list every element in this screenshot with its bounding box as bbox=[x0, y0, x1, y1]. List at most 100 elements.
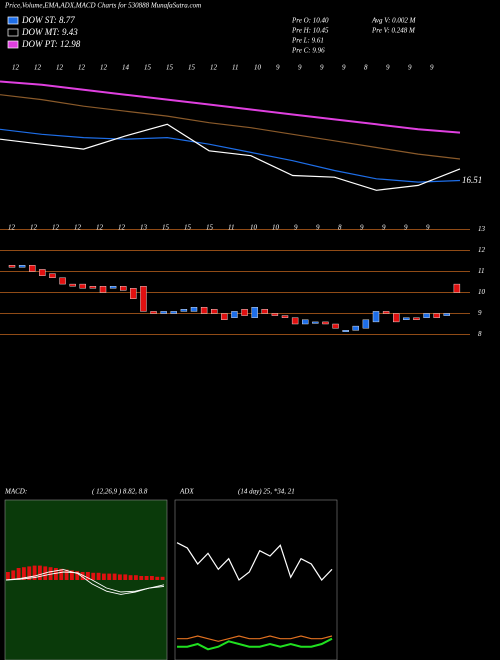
candle bbox=[69, 283, 76, 287]
histogram-bar bbox=[38, 565, 42, 580]
date-label: 9 bbox=[360, 224, 364, 232]
line bbox=[177, 637, 333, 651]
date-label: 13 bbox=[140, 224, 148, 232]
candle bbox=[140, 286, 147, 312]
candle bbox=[99, 286, 107, 293]
panel bbox=[174, 499, 338, 660]
date-label: 12 bbox=[8, 224, 16, 232]
histogram-bar bbox=[22, 567, 26, 580]
candle bbox=[362, 319, 370, 329]
chart-title: Price,Volume,EMA,ADX,MACD Charts for 530… bbox=[4, 2, 201, 10]
candle bbox=[312, 321, 319, 324]
histogram-bar bbox=[91, 572, 96, 580]
info-label: Pre O: 10.40 bbox=[291, 17, 329, 25]
candle bbox=[332, 323, 339, 329]
histogram-bar bbox=[11, 570, 16, 580]
date-label: 9 bbox=[320, 64, 324, 72]
candle bbox=[160, 311, 167, 314]
date-label: 15 bbox=[206, 224, 214, 232]
candle bbox=[29, 265, 36, 272]
date-label: 12 bbox=[100, 64, 108, 72]
date-label: 11 bbox=[232, 64, 238, 72]
date-label: 9 bbox=[294, 224, 298, 232]
candle bbox=[150, 311, 157, 314]
candle bbox=[130, 288, 137, 299]
line bbox=[177, 635, 333, 642]
histogram-bar bbox=[107, 573, 112, 580]
candle bbox=[382, 311, 390, 314]
candle bbox=[433, 313, 440, 318]
info-label: Pre V: 0.248 M bbox=[371, 27, 416, 35]
candle bbox=[251, 307, 258, 318]
candle bbox=[109, 286, 117, 289]
date-label: 14 bbox=[122, 64, 130, 72]
line bbox=[0, 128, 461, 183]
candle bbox=[18, 265, 26, 268]
histogram-bar bbox=[150, 576, 154, 580]
info-label: Avg V: 0.002 M bbox=[371, 17, 417, 25]
histogram-bar bbox=[54, 568, 58, 580]
candle bbox=[281, 315, 289, 318]
date-label: 12 bbox=[56, 64, 64, 72]
histogram-bar bbox=[70, 570, 74, 580]
date-label: 9 bbox=[316, 224, 320, 232]
date-label: 10 bbox=[250, 224, 258, 232]
histogram-bar bbox=[134, 575, 138, 580]
candle bbox=[8, 265, 16, 268]
candle bbox=[322, 321, 329, 325]
panel-subtitle: (14 day) 25, *34, 21 bbox=[238, 488, 295, 496]
histogram-bar bbox=[6, 572, 10, 580]
date-label: 12 bbox=[96, 224, 104, 232]
date-label: 12 bbox=[12, 64, 20, 72]
candle bbox=[170, 311, 177, 314]
histogram-bar bbox=[80, 572, 85, 580]
date-label: 12 bbox=[78, 64, 86, 72]
legend-label: DOW MT: 9.43 bbox=[21, 27, 78, 37]
annotation: 16.51 bbox=[462, 175, 482, 185]
candle bbox=[372, 311, 380, 323]
candle bbox=[393, 313, 400, 323]
candle bbox=[403, 317, 410, 321]
histogram-bar bbox=[27, 566, 32, 580]
histogram-bar bbox=[86, 572, 90, 580]
y-tick-label: 9 bbox=[478, 309, 482, 317]
date-label: 12 bbox=[30, 224, 38, 232]
histogram-bar bbox=[96, 572, 101, 580]
date-label: 9 bbox=[276, 64, 280, 72]
histogram-bar bbox=[75, 571, 80, 580]
histogram-bar bbox=[64, 569, 69, 580]
legend-swatch bbox=[7, 40, 19, 49]
candle bbox=[423, 313, 430, 318]
candle bbox=[180, 309, 188, 312]
panel-subtitle: ( 12,26,9 ) 8.82, 8.8 bbox=[92, 488, 148, 496]
date-label: 15 bbox=[184, 224, 192, 232]
date-label: 12 bbox=[52, 224, 60, 232]
legend-swatch bbox=[7, 28, 19, 37]
candle bbox=[79, 283, 86, 289]
candle bbox=[231, 311, 238, 318]
date-label: 12 bbox=[210, 64, 218, 72]
line bbox=[0, 123, 461, 191]
line bbox=[176, 542, 333, 581]
legend-label: DOW PT: 12.98 bbox=[21, 39, 81, 49]
date-label: 10 bbox=[272, 224, 280, 232]
candle bbox=[291, 317, 299, 325]
histogram-bar bbox=[144, 576, 149, 580]
candle bbox=[271, 313, 279, 316]
histogram-bar bbox=[112, 573, 117, 580]
candle bbox=[342, 330, 349, 332]
date-label: 8 bbox=[364, 64, 368, 72]
panel-title: ADX bbox=[179, 488, 194, 496]
candle bbox=[39, 269, 46, 276]
date-label: 9 bbox=[426, 224, 430, 232]
date-label: 15 bbox=[188, 64, 196, 72]
date-label: 15 bbox=[144, 64, 152, 72]
histogram-bar bbox=[59, 568, 64, 580]
histogram-bar bbox=[118, 574, 122, 580]
date-label: 9 bbox=[408, 64, 412, 72]
candle bbox=[413, 317, 420, 321]
date-label: 9 bbox=[404, 224, 408, 232]
date-label: 9 bbox=[386, 64, 390, 72]
line bbox=[0, 94, 461, 160]
